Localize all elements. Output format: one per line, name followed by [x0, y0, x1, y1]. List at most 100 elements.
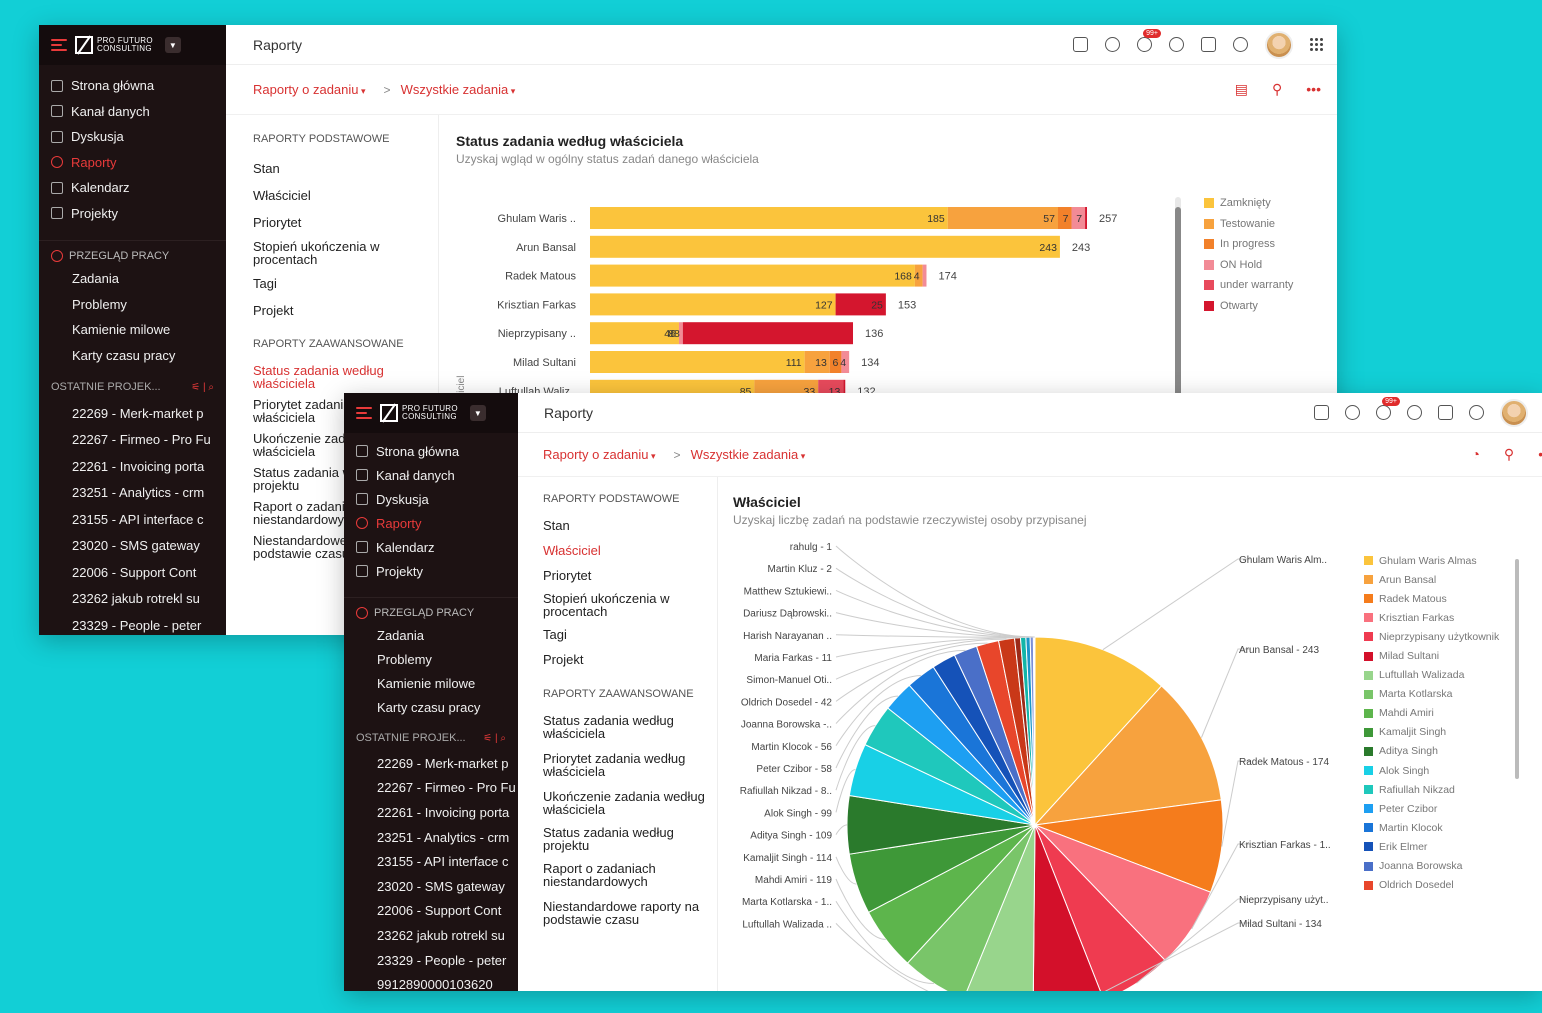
- legend-item[interactable]: Nieprzypisany użytkownik: [1364, 627, 1499, 646]
- legend-item[interactable]: In progress: [1204, 234, 1293, 255]
- recent-project-item[interactable]: 23262 jakub rotrekl su: [377, 927, 505, 943]
- chevron-down-icon[interactable]: ▼: [469, 405, 486, 421]
- report-item-custom-tasks[interactable]: Raport o zadaniach niestandardowych: [253, 499, 366, 527]
- report-item-project[interactable]: Projekt: [253, 303, 294, 318]
- bar-segment[interactable]: [1085, 207, 1087, 229]
- chart-type-icon[interactable]: ▤: [1234, 81, 1249, 97]
- legend-item[interactable]: Zamknięty: [1204, 193, 1293, 214]
- legend-item[interactable]: Arun Bansal: [1364, 570, 1499, 589]
- chevron-down-icon[interactable]: ▼: [164, 37, 181, 53]
- legend-item[interactable]: Oldrich Dosedel: [1364, 876, 1499, 895]
- recent-project-item[interactable]: 22269 - Merk-market p: [377, 755, 509, 771]
- legend-item[interactable]: Krisztian Farkas: [1364, 608, 1499, 627]
- pie-slice[interactable]: [1032, 824, 1104, 991]
- legend-item[interactable]: Peter Czibor: [1364, 799, 1499, 818]
- report-item-priority-by-owner[interactable]: Priorytet zadania według właściciela: [543, 751, 686, 779]
- report-item-owner[interactable]: Właściciel: [543, 543, 601, 558]
- report-item-status-by-owner[interactable]: Status zadania według właściciela: [253, 363, 384, 391]
- nav-item-reports[interactable]: Raporty: [39, 150, 226, 176]
- recent-project-item[interactable]: 9912890000103620: [377, 977, 493, 991]
- report-item-status[interactable]: Stan: [253, 161, 280, 176]
- breadcrumb-all-tasks-dropdown[interactable]: Wszystkie zadania: [391, 82, 516, 97]
- bar-segment[interactable]: [590, 207, 948, 229]
- nav-item-reports[interactable]: Raporty: [344, 511, 518, 535]
- more-icon[interactable]: •••: [1306, 81, 1321, 97]
- report-item-tags[interactable]: Tagi: [543, 627, 567, 642]
- legend-item[interactable]: Rafiullah Nikzad: [1364, 780, 1499, 799]
- recent-project-item[interactable]: 23020 - SMS gateway: [72, 538, 200, 554]
- gear-icon[interactable]: [1233, 37, 1248, 52]
- avatar[interactable]: [1265, 30, 1293, 59]
- filter-icon[interactable]: ⚲: [1272, 81, 1283, 97]
- recent-project-item[interactable]: 23251 - Analytics - crm: [377, 829, 510, 845]
- report-item-status-by-owner[interactable]: Status zadania według właściciela: [543, 713, 674, 741]
- recent-project-item[interactable]: 23155 - API interface c: [377, 854, 509, 870]
- avatar[interactable]: [1500, 398, 1528, 427]
- work-section-header[interactable]: PRZEGLĄD PRACY: [39, 240, 226, 266]
- store-icon[interactable]: [1438, 405, 1453, 420]
- bar-segment[interactable]: [914, 264, 923, 287]
- report-item-project[interactable]: Projekt: [543, 652, 584, 667]
- add-icon[interactable]: [1314, 405, 1329, 420]
- legend-item[interactable]: Erik Elmer: [1364, 837, 1499, 856]
- legend-item[interactable]: Ghulam Waris Almas: [1364, 551, 1499, 570]
- recent-project-item[interactable]: 23251 - Analytics - crm: [72, 485, 205, 501]
- scrollbar-thumb[interactable]: [1175, 207, 1181, 407]
- search-icon[interactable]: [1105, 37, 1120, 52]
- filter-icon[interactable]: ⚟: [483, 732, 493, 744]
- report-item-time-based[interactable]: Niestandardowe raporty na podstawie czas…: [543, 899, 700, 927]
- bar-segment[interactable]: [804, 351, 830, 373]
- apps-grid-icon[interactable]: [1310, 38, 1323, 51]
- bar-segment[interactable]: [922, 264, 927, 287]
- bar-segment[interactable]: [1071, 207, 1086, 229]
- nav-item-tasks[interactable]: Zadania: [72, 271, 119, 287]
- recent-project-item[interactable]: 22261 - Invoicing porta: [377, 804, 510, 820]
- more-icon[interactable]: ••: [1538, 446, 1542, 463]
- nav-item-milestones[interactable]: Kamienie milowe: [72, 322, 171, 338]
- bell-icon[interactable]: 99+: [1137, 29, 1161, 52]
- legend-item[interactable]: Kamaljit Singh: [1364, 723, 1499, 742]
- bar-segment[interactable]: [590, 264, 915, 287]
- legend-item[interactable]: Luftullah Walizada: [1364, 666, 1499, 685]
- recent-project-item[interactable]: 22269 - Merk-market p: [72, 405, 204, 421]
- legend-item[interactable]: Mahdi Amiri: [1364, 704, 1499, 723]
- recent-project-item[interactable]: 22267 - Firmeo - Pro Fu: [72, 432, 211, 448]
- search-icon[interactable]: ⌕: [208, 381, 214, 393]
- nav-item-projects[interactable]: Projekty: [344, 559, 518, 583]
- recent-project-item[interactable]: 23329 - People - peter: [72, 617, 202, 633]
- nav-item-calendar[interactable]: Kalendarz: [39, 175, 226, 201]
- gear-icon[interactable]: [1469, 405, 1484, 420]
- nav-item-feed[interactable]: Kanał danych: [39, 99, 226, 125]
- pie-slice[interactable]: [964, 824, 1036, 991]
- legend-item[interactable]: Otwarty: [1204, 296, 1293, 317]
- bar-segment[interactable]: [590, 235, 1060, 258]
- search-icon[interactable]: [1345, 405, 1360, 420]
- search-icon[interactable]: ⌕: [500, 732, 506, 744]
- bar-segment[interactable]: [843, 379, 846, 402]
- bar-segment[interactable]: [590, 351, 805, 373]
- nav-item-issues[interactable]: Problemy: [72, 296, 127, 312]
- recent-project-item[interactable]: 22267 - Firmeo - Pro Fu: [377, 780, 516, 796]
- bar-segment[interactable]: [829, 351, 842, 373]
- report-item-priority[interactable]: Priorytet: [543, 568, 592, 583]
- nav-item-home[interactable]: Strona główna: [39, 73, 226, 99]
- chart-scrollbar[interactable]: [1175, 197, 1181, 407]
- bar-segment[interactable]: [590, 322, 679, 345]
- nav-item-discussion[interactable]: Dyskusja: [344, 487, 518, 511]
- bar-segment[interactable]: [947, 207, 1058, 229]
- recent-project-item[interactable]: 23020 - SMS gateway: [377, 878, 505, 894]
- timer-icon[interactable]: [1169, 37, 1184, 52]
- bar-segment[interactable]: [1057, 207, 1072, 229]
- legend-scrollbar[interactable]: [1515, 559, 1519, 779]
- bar-segment[interactable]: [835, 293, 886, 316]
- legend-item[interactable]: Joanna Borowska: [1364, 857, 1499, 876]
- add-icon[interactable]: [1073, 37, 1088, 52]
- nav-item-calendar[interactable]: Kalendarz: [344, 535, 518, 559]
- legend-item[interactable]: Radek Matous: [1364, 589, 1499, 608]
- report-item-status-by-project[interactable]: Status zadania według projektu: [543, 825, 674, 853]
- legend-item[interactable]: Milad Sultani: [1364, 646, 1499, 665]
- menu-icon[interactable]: [51, 39, 67, 51]
- breadcrumb-reports-dropdown[interactable]: Raporty o zadaniu: [518, 447, 656, 462]
- timer-icon[interactable]: [1407, 405, 1422, 420]
- recent-project-item[interactable]: 23262 jakub rotrekl su: [72, 591, 200, 607]
